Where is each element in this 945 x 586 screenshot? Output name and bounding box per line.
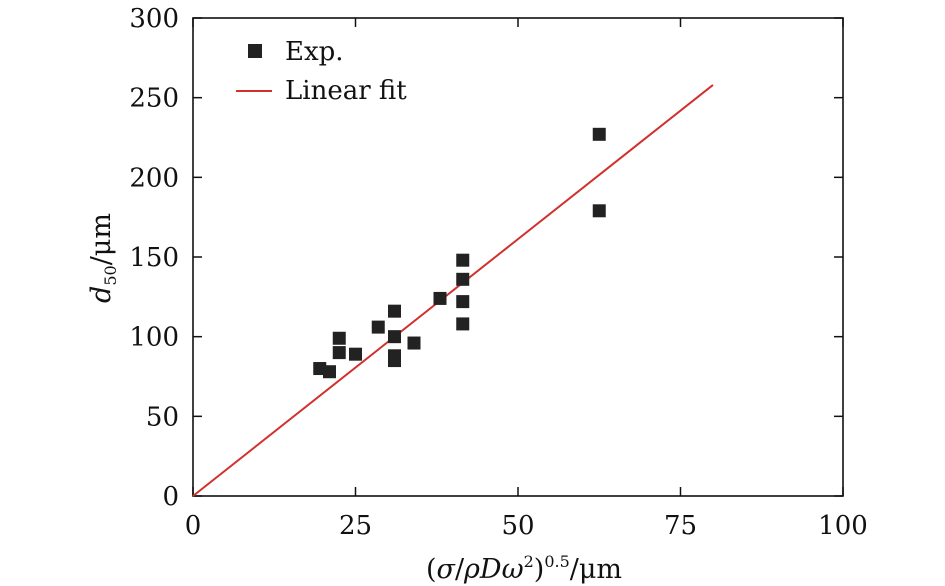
data-point <box>456 253 470 267</box>
y-tick-label: 50 <box>146 402 179 432</box>
data-point <box>592 127 606 141</box>
y-tick-label: 150 <box>129 243 179 273</box>
data-point <box>332 346 346 360</box>
x-tick-label: 100 <box>818 511 868 541</box>
data-point <box>592 204 606 218</box>
legend-marker-exp <box>248 44 262 58</box>
y-tick-label: 200 <box>129 163 179 193</box>
y-tick-label: 300 <box>129 4 179 34</box>
data-point <box>323 365 336 379</box>
data-point <box>407 336 421 350</box>
data-point <box>349 347 362 361</box>
y-axis-title: d50/μm <box>86 213 120 303</box>
y-tick-label: 0 <box>162 482 179 512</box>
data-point <box>456 272 470 286</box>
x-axis: 0 25 50 75 100 <box>185 18 868 541</box>
y-tick-label: 250 <box>129 84 179 114</box>
data-point <box>456 317 470 331</box>
y-tick-label: 100 <box>129 323 179 353</box>
data-point <box>433 291 447 305</box>
data-point <box>388 354 401 368</box>
data-point <box>371 320 385 334</box>
x-axis-title: (σ/ρDω2)0.5/μm <box>426 552 622 585</box>
data-point <box>332 331 346 345</box>
data-point <box>388 304 401 318</box>
data-point <box>388 330 401 344</box>
x-tick-label: 75 <box>664 511 697 541</box>
x-tick-label: 50 <box>501 511 534 541</box>
legend-label-exp: Exp. <box>285 37 344 67</box>
x-tick-label: 25 <box>339 511 372 541</box>
y-axis: 0 50 100 150 200 250 300 <box>129 4 843 512</box>
legend: Exp. Linear fit <box>236 37 407 106</box>
data-point <box>456 295 470 309</box>
fit-line-layer <box>192 84 714 497</box>
data-points-layer <box>313 127 606 379</box>
x-tick-label: 0 <box>185 511 202 541</box>
linear-fit-line <box>192 84 714 497</box>
legend-label-linear-fit: Linear fit <box>285 76 407 106</box>
